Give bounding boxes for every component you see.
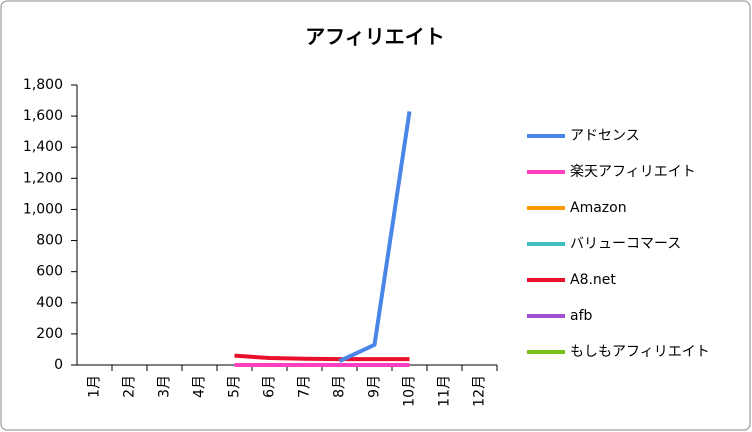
x-tick-label: 2月	[122, 375, 138, 398]
y-tick-label: 600	[36, 264, 63, 280]
x-tick-label: 11月	[437, 375, 453, 407]
y-tick-label: 1,000	[23, 201, 63, 217]
x-tick-label: 10月	[402, 375, 418, 407]
x-tick-label: 1月	[87, 375, 103, 398]
legend-label: A8.net	[570, 272, 616, 288]
y-tick-label: 800	[36, 233, 63, 249]
legend-label: 楽天アフィリエイト	[570, 164, 696, 180]
x-tick-label: 9月	[367, 375, 383, 398]
x-tick-label: 6月	[262, 375, 278, 398]
x-tick-label: 3月	[157, 375, 173, 398]
y-tick-label: 400	[36, 295, 63, 311]
x-tick-label: 8月	[332, 375, 348, 398]
legend-label: もしもアフィリエイト	[570, 344, 710, 360]
x-tick-label: 4月	[192, 375, 208, 398]
x-tick-label: 7月	[297, 375, 313, 398]
series-line	[234, 353, 410, 362]
y-tick-label: 1,800	[23, 77, 63, 93]
legend-label: バリューコマース	[570, 236, 681, 252]
y-tick-label: 1,600	[23, 108, 63, 124]
legend-label: afb	[570, 308, 593, 324]
y-tick-label: 0	[54, 357, 63, 373]
x-tick-label: 5月	[227, 375, 243, 398]
chart-title: アフィリエイト	[305, 25, 445, 49]
x-tick-label: 12月	[472, 375, 488, 407]
y-tick-label: 1,400	[23, 139, 63, 155]
legend-label: Amazon	[570, 200, 627, 216]
legend-label: アドセンス	[570, 128, 640, 144]
series-line	[338, 111, 412, 363]
y-tick-label: 200	[36, 326, 63, 342]
y-tick-label: 1,200	[23, 170, 63, 186]
